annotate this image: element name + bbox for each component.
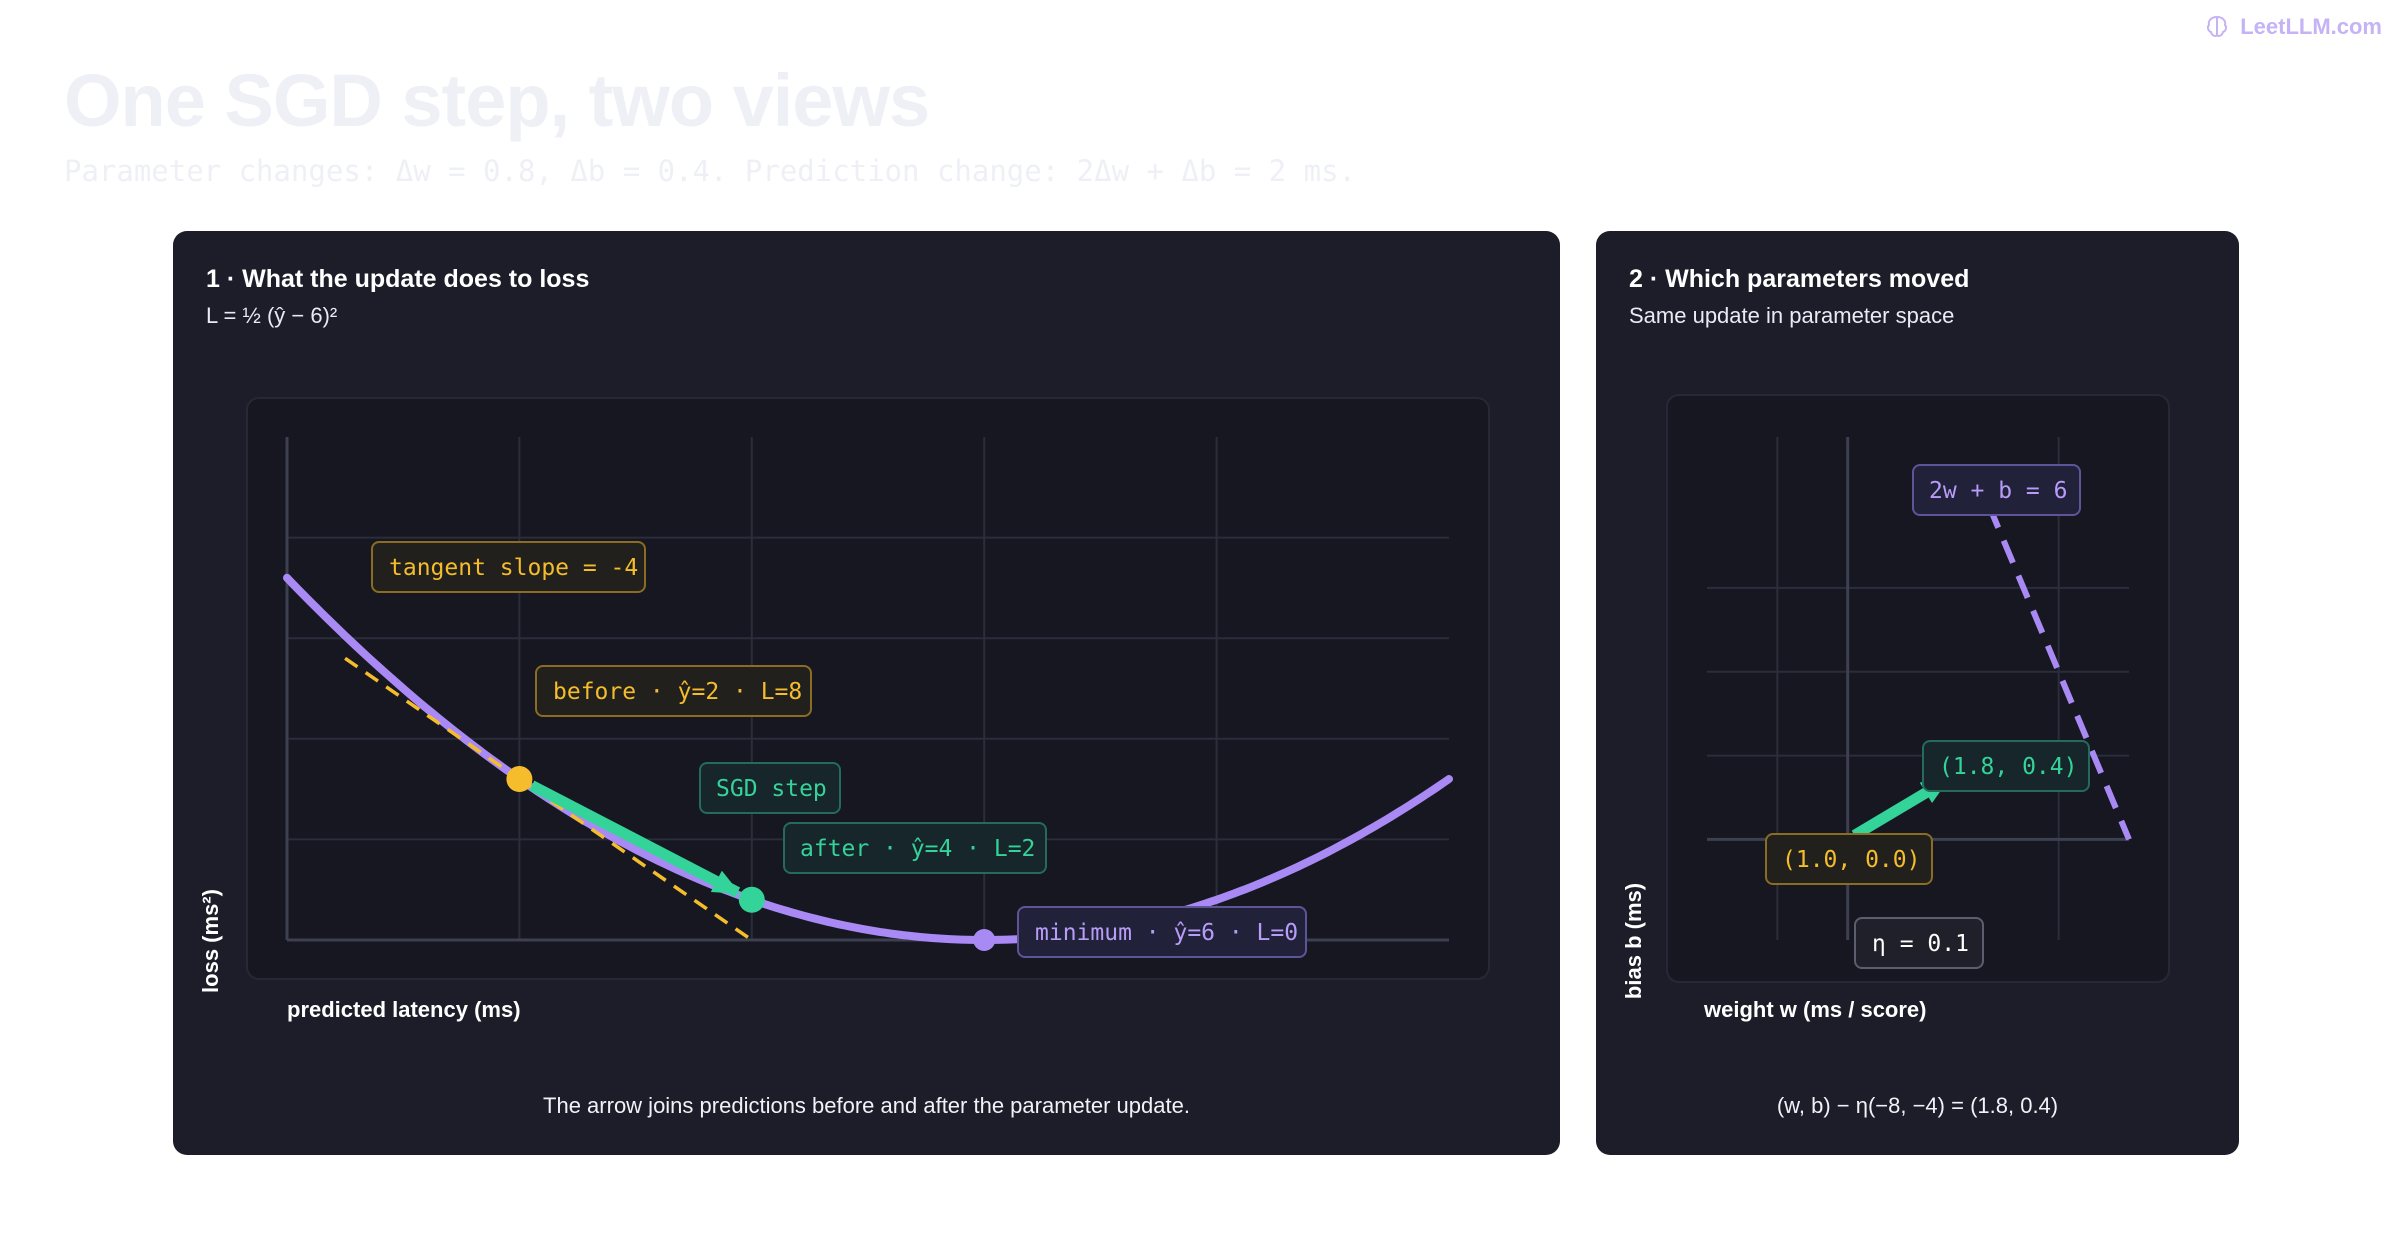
brand-text: LeetLLM.com <box>2240 14 2382 39</box>
params-panel: 2 · Which parameters moved Same update i… <box>1596 231 2239 1155</box>
loss-x-label: predicted latency (ms) <box>287 997 521 1022</box>
params-caption: (w, b) − η(−8, −4) = (1.8, 0.4) <box>1776 1093 2059 1118</box>
point-minimum <box>973 929 996 951</box>
svg-text:(1.8, 0.4): (1.8, 0.4) <box>1939 754 2077 780</box>
loss-panel-title: 1 · What the update does to loss <box>206 265 590 293</box>
page-subtitle: Parameter changes: Δw = 0.8, Δb = 0.4. P… <box>64 154 1357 188</box>
loss-plot-area <box>246 397 1490 980</box>
svg-text:η = 0.1: η = 0.1 <box>1872 931 1969 957</box>
svg-text:2w + b = 6: 2w + b = 6 <box>1929 478 2067 504</box>
label-tangent: tangent slope = -4 <box>371 541 646 593</box>
loss-y-label: loss (ms²) <box>198 889 223 993</box>
label-before: before · ŷ=2 · L=8 <box>535 665 812 717</box>
point-before <box>506 766 533 793</box>
params-panel-subtitle: Same update in parameter space <box>1629 303 1955 328</box>
svg-text:before · ŷ=2 · L=8: before · ŷ=2 · L=8 <box>553 679 802 705</box>
loss-chart: tangent slope = -4 before · ŷ=2 · L=8 SG… <box>198 397 1490 1022</box>
svg-text:minimum · ŷ=6 · L=0: minimum · ŷ=6 · L=0 <box>1035 920 1298 946</box>
label-constraint: 2w + b = 6 <box>1912 464 2081 516</box>
params-chart: 2w + b = 6 (1.8, 0.4) (1.0, 0.0) η = 0.1… <box>1621 394 2170 1022</box>
params-y-label: bias b (ms) <box>1621 883 1646 999</box>
label-learning-rate: η = 0.1 <box>1854 917 1984 969</box>
label-start: (1.0, 0.0) <box>1765 833 1933 885</box>
svg-text:(1.0, 0.0): (1.0, 0.0) <box>1782 847 1920 873</box>
svg-text:tangent slope = -4: tangent slope = -4 <box>389 555 638 581</box>
brain-icon <box>2207 15 2228 37</box>
svg-text:SGD step: SGD step <box>716 776 827 802</box>
label-after: after · ŷ=4 · L=2 <box>783 822 1047 874</box>
page-title: One SGD step, two views <box>64 59 930 142</box>
loss-formula: L = ½ (ŷ − 6)² <box>206 303 338 328</box>
brand[interactable]: LeetLLM.com <box>2204 14 2382 40</box>
loss-panel: 1 · What the update does to loss L = ½ (… <box>173 231 1560 1155</box>
constraint-line <box>1971 469 2132 841</box>
loss-caption: The arrow joins predictions before and a… <box>543 1093 1190 1118</box>
tangent-line <box>344 656 753 942</box>
label-sgd-step: SGD step <box>699 762 841 814</box>
loss-grid <box>287 437 1449 940</box>
params-panel-title: 2 · Which parameters moved <box>1629 265 1970 293</box>
label-minimum: minimum · ŷ=6 · L=0 <box>1017 906 1307 958</box>
label-end: (1.8, 0.4) <box>1922 740 2090 792</box>
point-after <box>738 886 765 913</box>
svg-text:after · ŷ=4 · L=2: after · ŷ=4 · L=2 <box>800 836 1035 862</box>
params-x-label: weight w (ms / score) <box>1703 997 1927 1022</box>
sgd-step-arrow <box>529 780 741 898</box>
